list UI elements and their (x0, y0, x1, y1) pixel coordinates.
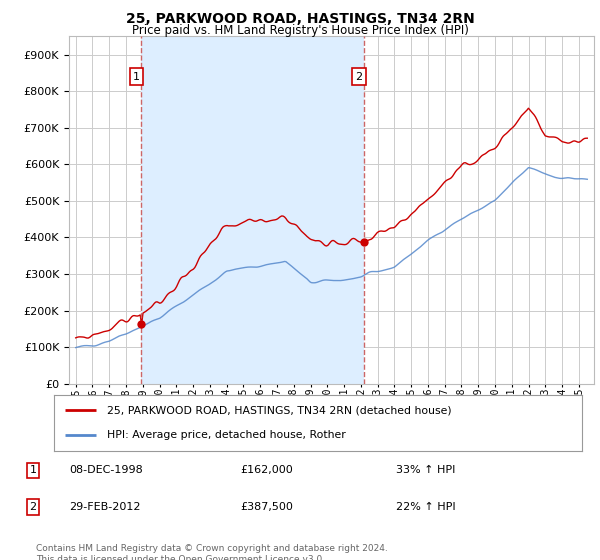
Text: 1: 1 (133, 72, 140, 82)
Text: 25, PARKWOOD ROAD, HASTINGS, TN34 2RN (detached house): 25, PARKWOOD ROAD, HASTINGS, TN34 2RN (d… (107, 405, 451, 416)
Text: 22% ↑ HPI: 22% ↑ HPI (396, 502, 455, 512)
Text: £162,000: £162,000 (240, 465, 293, 475)
Text: 08-DEC-1998: 08-DEC-1998 (69, 465, 143, 475)
Text: 2: 2 (355, 72, 362, 82)
Text: 1: 1 (29, 465, 37, 475)
Text: Contains HM Land Registry data © Crown copyright and database right 2024.
This d: Contains HM Land Registry data © Crown c… (36, 544, 388, 560)
Bar (142, 36, 364, 384)
Text: 25, PARKWOOD ROAD, HASTINGS, TN34 2RN: 25, PARKWOOD ROAD, HASTINGS, TN34 2RN (125, 12, 475, 26)
Text: 2: 2 (29, 502, 37, 512)
Text: HPI: Average price, detached house, Rother: HPI: Average price, detached house, Roth… (107, 430, 346, 440)
Text: £387,500: £387,500 (240, 502, 293, 512)
Text: Price paid vs. HM Land Registry's House Price Index (HPI): Price paid vs. HM Land Registry's House … (131, 24, 469, 36)
Text: 33% ↑ HPI: 33% ↑ HPI (396, 465, 455, 475)
Text: 29-FEB-2012: 29-FEB-2012 (69, 502, 140, 512)
